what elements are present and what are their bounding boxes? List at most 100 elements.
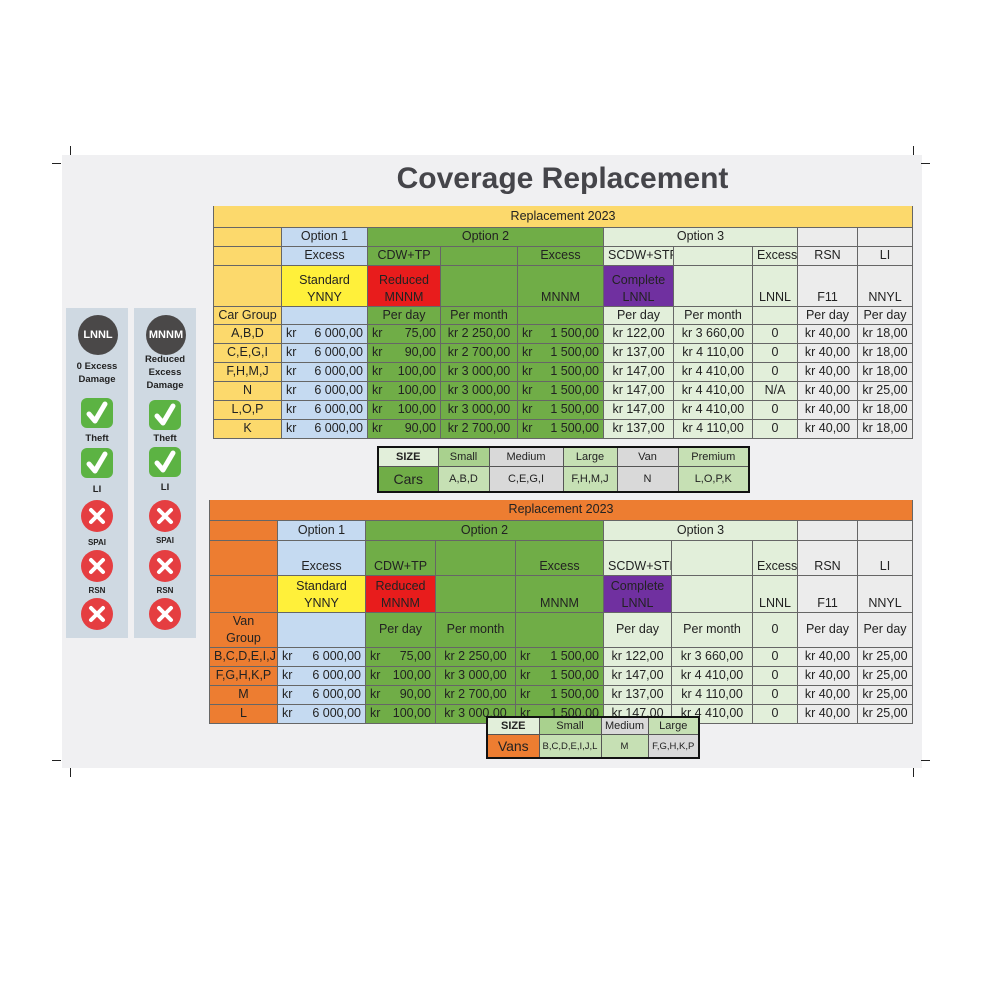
coverage-type-header: RSN	[797, 245, 858, 266]
size-category: Medium	[488, 446, 564, 468]
coverage-type-header	[440, 245, 518, 266]
coverage-item-label: LI	[92, 484, 102, 495]
price-cell: 0	[752, 342, 798, 363]
price-cell: kr 1 500,00	[515, 684, 604, 705]
price-cell: kr 3 000,00	[440, 399, 518, 420]
crop-mark	[913, 768, 914, 777]
coverage-code-header	[435, 574, 516, 613]
price-cell: kr 100,00	[367, 380, 441, 401]
coverage-type-header	[673, 245, 753, 266]
vehicle-type-label: Cars	[377, 466, 439, 493]
size-category: Small	[538, 716, 602, 736]
table-row: A,B,D kr 6 000,00 kr 75,00 kr 2 250,00 kr 1 500…	[213, 323, 914, 344]
unit-header: Per day	[603, 611, 672, 648]
size-category: Small	[437, 446, 490, 468]
price-cell: kr 147,00	[603, 399, 674, 420]
coverage-label: 0 Excess Damage	[76, 361, 118, 385]
price-value: 6 000,00	[314, 383, 363, 397]
price-value: 6 000,00	[314, 345, 363, 359]
price-value: 6 000,00	[312, 706, 361, 720]
currency-label: kr	[286, 364, 297, 378]
price-cell: kr 18,00	[856, 418, 914, 439]
unit-header: Per day	[797, 305, 858, 325]
option-header	[797, 519, 858, 541]
vehicle-type-label: Vans	[486, 734, 540, 759]
coverage-code-badge: LNNL	[78, 315, 118, 355]
price-cell: kr 1 500,00	[517, 380, 604, 401]
coverage-code-header: Reduced MNNM	[367, 264, 441, 307]
currency-label: kr	[520, 649, 531, 663]
coverage-code-header: MNNM	[515, 574, 604, 613]
price-cell: kr 2 250,00	[440, 323, 518, 344]
price-cell: kr 122,00	[603, 323, 674, 344]
price-value: 6 000,00	[314, 421, 363, 435]
unit-header: Per day	[856, 305, 914, 325]
coverage-code-header: Standard YNNY	[277, 574, 366, 613]
coverage-type-header: Excess	[517, 245, 604, 266]
price-cell: kr 6 000,00	[281, 342, 368, 363]
price-value: 90,00	[404, 345, 436, 359]
price-cell: kr 6 000,00	[277, 646, 366, 667]
price-cell: kr 40,00	[797, 684, 858, 705]
coverage-type-header: LI	[856, 539, 914, 576]
size-values-row: Vans B,C,D,E,I,J,L M F,G,H,K,P	[486, 734, 700, 759]
table-title-row: Replacement 2023	[212, 206, 914, 228]
price-cell: 0	[752, 703, 798, 724]
option-header: Option 3	[603, 226, 798, 247]
page-title: Coverage Replacement	[396, 162, 729, 195]
currency-label: kr	[522, 364, 533, 378]
price-value: 1 500,00	[550, 421, 599, 435]
currency-label: kr	[286, 402, 297, 416]
group-cell: N	[213, 380, 282, 401]
coverage-code-header: LNNL	[752, 264, 798, 307]
price-cell: 0	[752, 323, 798, 344]
crop-mark	[70, 146, 71, 155]
price-cell: kr 137,00	[603, 684, 672, 705]
unit-header: Per day	[365, 611, 436, 648]
coverage-code-header: MNNM	[517, 264, 604, 307]
coverage-item-label: Theft	[153, 433, 177, 444]
coverage-type-header: SCDW+STP	[603, 245, 674, 266]
x-icon	[81, 500, 113, 532]
currency-label: kr	[282, 687, 293, 701]
unit-header: Per month	[435, 611, 516, 648]
price-value: 1 500,00	[550, 668, 599, 682]
crop-mark	[70, 768, 71, 777]
size-header-row: SIZE Small Medium Large	[486, 716, 700, 736]
currency-label: kr	[372, 345, 383, 359]
coverage-label: Reduced Excess Damage	[144, 354, 186, 391]
price-cell: kr 40,00	[797, 323, 858, 344]
price-cell: kr 40,00	[797, 703, 858, 724]
coverage-code-header: LNNL	[752, 574, 798, 613]
price-cell: kr 137,00	[603, 342, 674, 363]
price-value: 1 500,00	[550, 687, 599, 701]
x-icon	[149, 500, 181, 532]
price-value: 100,00	[397, 383, 436, 397]
currency-label: kr	[372, 402, 383, 416]
price-cell: kr 6 000,00	[281, 323, 368, 344]
coverage-type-header: Excess	[752, 539, 798, 576]
x-icon	[81, 598, 113, 630]
coverage-code-header	[440, 264, 518, 307]
unit-header: Per day	[603, 305, 674, 325]
coverage-type-header: RSN	[797, 539, 858, 576]
unit-header	[281, 305, 368, 325]
price-cell: kr 100,00	[367, 361, 441, 382]
option-header	[213, 226, 282, 247]
currency-label: kr	[522, 421, 533, 435]
coverage-item-label: Theft	[85, 433, 109, 444]
size-category: Premium	[677, 446, 750, 468]
price-cell: kr 100,00	[365, 665, 436, 686]
group-cell: M	[209, 684, 278, 705]
price-cell: kr 4 110,00	[671, 684, 753, 705]
size-groups: L,O,P,K	[677, 466, 750, 493]
size-groups: A,B,D	[437, 466, 490, 493]
coverage-code-header	[673, 264, 753, 307]
coverage-code-header: F11	[797, 574, 858, 613]
coverage-type-header	[671, 539, 753, 576]
option-header: Option 2	[367, 226, 604, 247]
currency-label: kr	[520, 706, 531, 720]
price-cell: kr 40,00	[797, 418, 858, 439]
